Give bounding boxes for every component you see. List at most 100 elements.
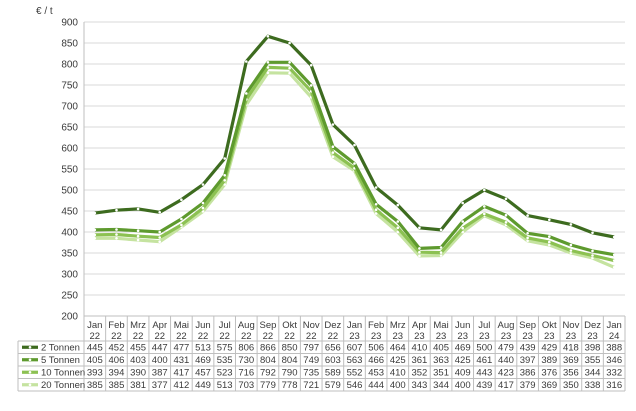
x-tick-label-month: Mrz [130,320,146,331]
data-point [223,183,226,186]
table-cell-value: 440 [498,355,514,366]
table-cell-value: 400 [152,355,168,366]
data-point [136,238,140,242]
data-point [266,61,270,64]
data-point [569,249,573,252]
data-point [396,230,400,234]
table-cell-value: 385 [87,380,103,391]
data-point [93,228,97,232]
table-cell-value: 703 [238,380,254,391]
data-point [418,247,421,250]
data-point [331,155,335,159]
series-line [94,60,615,257]
y-tick-label: 450 [61,207,78,218]
data-point [396,203,400,207]
data-point [548,218,551,222]
x-tick-label-year: 22 [328,331,339,342]
x-tick-label-year: 23 [544,331,555,342]
table-cell-value: 850 [282,343,298,354]
table-cell-value: 455 [130,343,146,354]
x-tick-label-month: Feb [108,320,124,331]
table-cell-value: 575 [217,343,233,354]
x-tick-label-month: Aug [498,320,515,331]
table-cell-value: 721 [303,380,319,391]
data-point [569,223,573,226]
table-cell-value: 656 [325,343,341,354]
data-point [158,211,161,214]
data-point [396,226,400,230]
y-tick-label: 500 [61,186,78,197]
data-point [266,66,270,69]
table-cell-value: 804 [260,355,276,366]
data-point [461,230,465,234]
table-cell-value: 546 [347,380,363,391]
table-cell-value: 735 [303,368,319,379]
data-point [504,213,508,217]
data-point [591,256,594,260]
data-point [483,212,486,216]
y-tick-label: 300 [61,270,78,281]
table-cell-value: 439 [476,380,492,391]
table-cell-value: 445 [87,343,103,354]
table-cell-value: 866 [260,343,276,354]
x-tick-label-month: Feb [368,320,384,331]
table-cell-value: 506 [368,343,384,354]
table-cell-value: 355 [585,355,601,366]
table-cell-value: 804 [282,355,298,366]
table-cell-value: 439 [520,343,536,354]
x-tick-label-month: Jun [195,320,210,331]
data-point [483,205,486,208]
x-tick-label-year: 22 [133,331,144,342]
y-tick-label: 350 [61,249,78,260]
legend-swatch-marker [28,370,32,374]
data-table: Jan22Feb22Mrz22Apr22Mai22Jun22Jul22Aug22… [17,315,626,392]
data-point [93,211,97,215]
table-cell-value: 418 [563,343,579,354]
legend-label: 10 Tonnen [41,368,85,379]
data-point [504,221,508,224]
data-point [201,210,205,213]
table-cell-value: 369 [541,380,557,391]
data-point [158,230,161,234]
data-point [504,197,508,201]
data-point [439,254,443,257]
x-tick-label-month: Sep [259,320,276,331]
y-tick-label: 900 [61,18,78,29]
data-point [331,123,335,126]
table-cell-value: 778 [282,380,298,391]
x-tick-label-month: Jul [478,320,490,331]
table-cell-value: 443 [476,368,492,379]
x-tick-label-year: 22 [306,331,317,342]
y-tick-label: 600 [61,144,78,155]
data-point [439,228,443,232]
table-cell-value: 535 [217,355,233,366]
legend-label: 2 Tonnen [41,343,80,354]
x-tick-label-month: Dez [324,320,341,331]
data-point [612,266,616,269]
x-tick-label-month: Okt [542,320,557,331]
table-cell-value: 425 [455,355,471,366]
data-point [245,60,248,63]
data-point [591,231,594,235]
x-tick-label-month: Dez [584,320,601,331]
table-cell-value: 417 [173,368,189,379]
table-cell-value: 730 [238,355,254,366]
table-cell-value: 716 [238,368,254,379]
table-cell-value: 466 [368,355,384,366]
table-cell-value: 369 [563,355,579,366]
data-point [180,223,183,227]
table-cell-value: 607 [347,343,363,354]
table-cell-value: 806 [238,343,254,354]
legend-swatch-marker [28,383,32,387]
table-cell-value: 513 [217,380,233,391]
table-cell-value: 410 [411,343,427,354]
y-tick-label: 400 [61,228,78,239]
table-cell-value: 393 [87,368,103,379]
table-cell-value: 412 [173,380,189,391]
table-cell-value: 449 [195,380,211,391]
x-tick-label-month: Nov [303,320,320,331]
data-point [612,235,616,239]
table-cell-value: 749 [303,355,319,366]
data-point [548,243,551,247]
